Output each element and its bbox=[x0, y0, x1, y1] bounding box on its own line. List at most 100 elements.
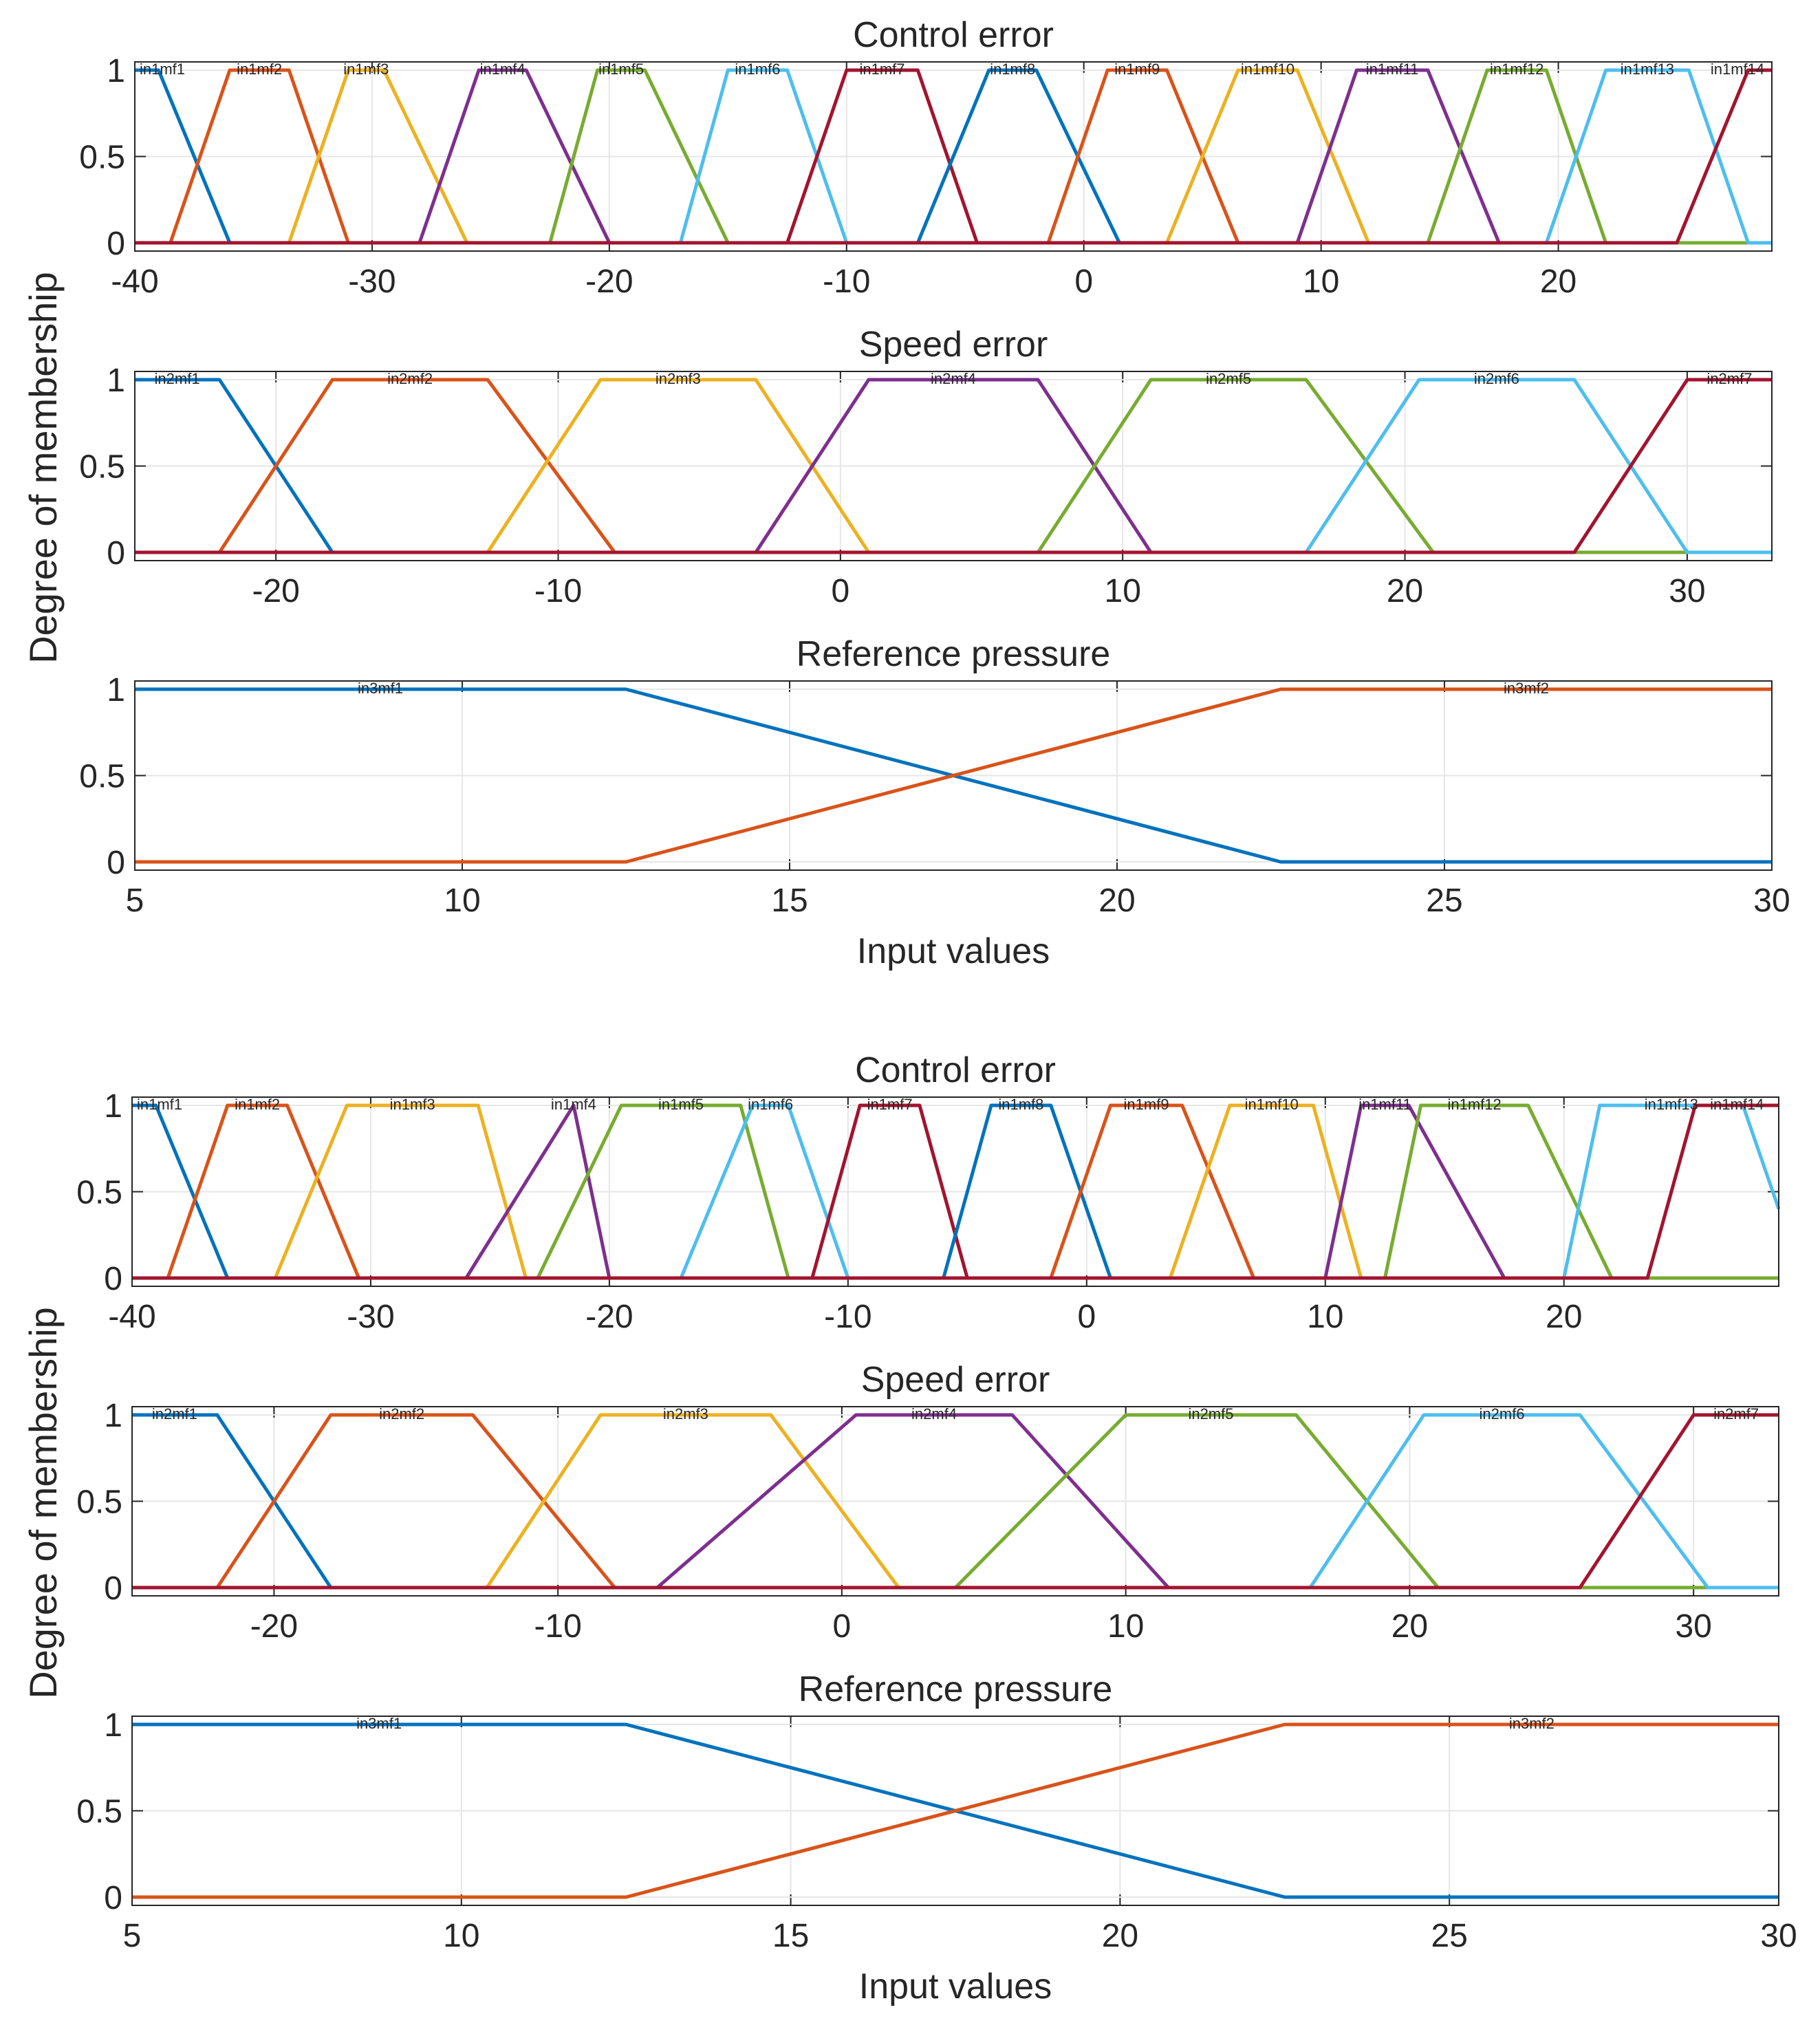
y-tick-label: 1 bbox=[104, 1088, 122, 1125]
mf-label: in2mf4 bbox=[931, 370, 976, 387]
x-axis-label: Input values bbox=[859, 1967, 1052, 2006]
mf-line-in1mf14 bbox=[135, 68, 1772, 245]
mf-label: in1mf6 bbox=[735, 61, 780, 78]
mf-label: in2mf1 bbox=[152, 1405, 197, 1422]
x-tick-label: 0 bbox=[833, 1608, 852, 1645]
mf-label: in2mf4 bbox=[911, 1405, 957, 1422]
x-tick-label: 20 bbox=[1102, 1918, 1138, 1954]
y-tick-label: 0.5 bbox=[79, 759, 125, 795]
panel-title: Control error bbox=[855, 1050, 1056, 1090]
mf-label: in1mf1 bbox=[140, 61, 185, 78]
mf-label: in3mf1 bbox=[356, 1715, 402, 1732]
mf-label: in1mf3 bbox=[390, 1096, 435, 1113]
x-tick-label: -30 bbox=[348, 263, 396, 300]
mf-label: in1mf13 bbox=[1621, 61, 1674, 78]
mf-label: in3mf1 bbox=[358, 680, 403, 697]
x-tick-label: 10 bbox=[1105, 573, 1141, 609]
mf-label: in1mf8 bbox=[990, 61, 1035, 78]
x-tick-label: 30 bbox=[1760, 1918, 1797, 1954]
x-tick-label: 20 bbox=[1391, 1608, 1428, 1645]
x-tick-label: -40 bbox=[111, 263, 158, 300]
y-tick-label: 0 bbox=[107, 845, 125, 881]
mf-label: in2mf7 bbox=[1713, 1405, 1759, 1422]
plot-frame bbox=[131, 1406, 1779, 1597]
mf-label: in1mf7 bbox=[859, 61, 904, 78]
x-tick-label: -10 bbox=[824, 1299, 871, 1335]
x-tick-label: 15 bbox=[772, 1918, 809, 1954]
x-tick-label: 10 bbox=[1107, 1608, 1144, 1645]
mf-label: in1mf1 bbox=[137, 1096, 182, 1113]
y-tick-label: 0.5 bbox=[79, 449, 125, 486]
mf-label: in1mf14 bbox=[1711, 61, 1764, 78]
panel-1: Control error -40 -30 -20 -10 0 10 20 0 0.5 1 in1mf… bbox=[79, 15, 1773, 300]
panel-6: Reference pressure 5 10 15 20 25 30 0 0.5 1 in3mf1… bbox=[76, 1669, 1797, 2006]
x-tick-label: 25 bbox=[1431, 1918, 1468, 1954]
mf-label: in2mf6 bbox=[1480, 1405, 1525, 1422]
x-tick-label: 10 bbox=[1303, 263, 1339, 300]
mf-label: in2mf5 bbox=[1206, 370, 1251, 387]
x-tick-label: 20 bbox=[1546, 1299, 1582, 1335]
mf-label: in1mf12 bbox=[1447, 1096, 1501, 1113]
mf-label: in1mf2 bbox=[235, 1096, 280, 1113]
x-tick-label: -20 bbox=[250, 1608, 298, 1645]
mf-line-in3mf2 bbox=[132, 1722, 1779, 1899]
x-tick-label: 30 bbox=[1753, 883, 1790, 919]
x-tick-label: -10 bbox=[534, 1608, 581, 1645]
plot-frame bbox=[134, 371, 1773, 561]
y-tick-label: 0.5 bbox=[76, 1794, 122, 1830]
mf-line-in1mf14 bbox=[132, 1103, 1779, 1280]
mf-label: in1mf7 bbox=[867, 1096, 913, 1113]
y-tick-label: 1 bbox=[104, 1707, 122, 1744]
y-tick-label: 0 bbox=[107, 226, 125, 262]
mf-label: in2mf6 bbox=[1474, 370, 1519, 387]
panel-title: Speed error bbox=[859, 325, 1048, 365]
mf-label: in1mf4 bbox=[551, 1096, 596, 1113]
mf-label: in3mf2 bbox=[1504, 680, 1549, 697]
mf-line-in3mf2 bbox=[135, 687, 1772, 864]
mf-label: in2mf2 bbox=[379, 1405, 424, 1422]
mf-label: in2mf3 bbox=[663, 1405, 708, 1422]
x-tick-label: 5 bbox=[123, 1918, 142, 1954]
mf-label: in1mf9 bbox=[1114, 61, 1160, 78]
mf-label: in1mf10 bbox=[1245, 1096, 1299, 1113]
x-tick-label: 0 bbox=[1074, 263, 1093, 300]
mf-label: in1mf5 bbox=[598, 61, 644, 78]
x-tick-label: -40 bbox=[108, 1299, 155, 1335]
mf-label: in1mf5 bbox=[658, 1096, 704, 1113]
mf-label: in2mf2 bbox=[387, 370, 433, 387]
x-tick-label: -10 bbox=[534, 573, 582, 609]
x-tick-label: 10 bbox=[1307, 1299, 1343, 1335]
mf-label: in1mf14 bbox=[1710, 1096, 1764, 1113]
y-tick-label: 1 bbox=[107, 363, 125, 399]
plot-frame bbox=[131, 1096, 1779, 1287]
mf-label: in2mf7 bbox=[1707, 370, 1752, 387]
mf-label: in1mf11 bbox=[1366, 61, 1419, 78]
x-tick-label: -20 bbox=[585, 1299, 633, 1335]
x-tick-label: 0 bbox=[832, 573, 850, 609]
mf-label: in1mf3 bbox=[343, 61, 389, 78]
y-axis-label-group-1: Degree of membership bbox=[21, 272, 65, 664]
x-tick-label: 0 bbox=[1077, 1299, 1096, 1335]
mf-label: in1mf8 bbox=[998, 1096, 1043, 1113]
mf-label: in2mf1 bbox=[155, 370, 200, 387]
x-tick-label: -20 bbox=[252, 573, 299, 609]
y-tick-label: 0 bbox=[104, 1570, 122, 1607]
mf-line-in2mf7 bbox=[135, 378, 1772, 554]
y-axis-label-group-2: Degree of membership bbox=[21, 1307, 65, 1699]
mf-label: in1mf9 bbox=[1124, 1096, 1169, 1113]
mf-label: in1mf6 bbox=[748, 1096, 793, 1113]
mf-label: in1mf10 bbox=[1241, 61, 1294, 78]
x-tick-label: 15 bbox=[771, 883, 808, 919]
panel-3: Reference pressure 5 10 15 20 25 30 0 0.5 1 in3mf1… bbox=[79, 634, 1790, 971]
mf-label: in2mf5 bbox=[1188, 1405, 1233, 1422]
mf-label: in1mf4 bbox=[480, 61, 526, 78]
panel-title: Reference pressure bbox=[797, 634, 1111, 674]
y-tick-label: 0.5 bbox=[76, 1175, 122, 1211]
x-tick-label: 30 bbox=[1669, 573, 1705, 609]
panel-5: Speed error -20 -10 0 10 20 30 0 0.5 1 in2mf1 in2mf… bbox=[76, 1360, 1779, 1645]
x-tick-label: 10 bbox=[443, 1918, 479, 1954]
x-axis-label: Input values bbox=[857, 931, 1050, 971]
y-tick-label: 0 bbox=[104, 1261, 122, 1297]
y-tick-label: 1 bbox=[107, 53, 125, 89]
panel-title: Reference pressure bbox=[799, 1669, 1113, 1709]
